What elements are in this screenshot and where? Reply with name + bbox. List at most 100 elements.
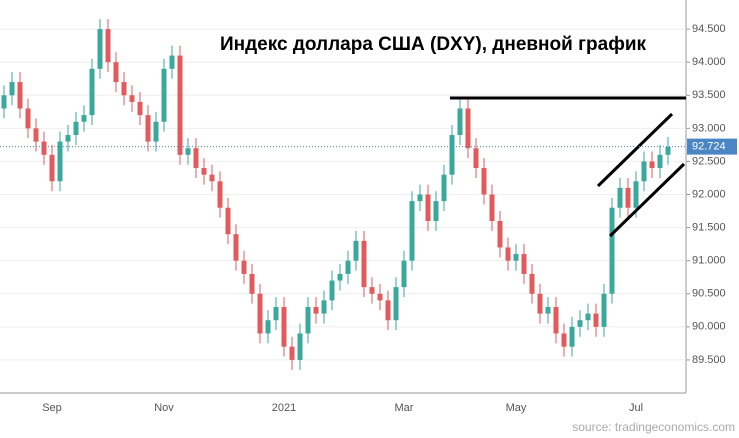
candle-body — [49, 154, 55, 182]
chart-title: Индекс доллара США (DXY), дневной график — [220, 34, 647, 55]
candle-body — [449, 134, 455, 175]
candle-body — [81, 115, 87, 122]
y-tick-label: 93.000 — [692, 122, 726, 134]
y-tick-label: 91.000 — [692, 255, 726, 267]
candle-body — [121, 82, 127, 96]
candle-body — [25, 108, 31, 129]
candle-body — [497, 220, 503, 248]
candle-body — [17, 82, 23, 109]
candle-body — [489, 194, 495, 221]
candle-body — [537, 293, 543, 314]
x-tick-label: Jul — [629, 402, 643, 414]
y-tick-label: 92.000 — [692, 188, 726, 200]
channel-lower — [608, 162, 686, 238]
candle-body — [457, 108, 463, 135]
candle-body — [529, 273, 535, 294]
candle-body — [385, 300, 391, 321]
candle-body — [41, 141, 47, 155]
candle-body — [369, 287, 375, 294]
candle-body — [233, 234, 239, 261]
candle-body — [177, 55, 183, 155]
candle-body — [577, 320, 583, 327]
candle-body — [401, 260, 407, 288]
candle-body — [305, 306, 311, 334]
candle-body — [321, 300, 327, 314]
candle-body — [585, 313, 591, 321]
candle-body — [601, 293, 607, 327]
candle-body — [105, 29, 111, 63]
x-tick-label: Nov — [154, 402, 174, 414]
candle-body — [65, 134, 71, 142]
candle-body — [633, 181, 639, 208]
y-tick-label: 94.000 — [692, 56, 726, 68]
y-tick-label: 89.500 — [692, 354, 726, 366]
candle-body — [433, 201, 439, 221]
candle-body — [257, 293, 263, 334]
candle-body — [473, 148, 479, 169]
candle-body — [33, 128, 39, 142]
candle-body — [465, 108, 471, 149]
candle-body — [273, 306, 279, 321]
candle-body — [73, 121, 79, 135]
candle-body — [9, 82, 15, 96]
candle-body — [185, 148, 191, 155]
candle-body — [129, 95, 135, 102]
candle-body — [265, 320, 271, 334]
candle-body — [425, 194, 431, 221]
candle-body — [153, 121, 159, 142]
x-tick-label: 2021 — [272, 402, 296, 414]
candle-body — [281, 306, 287, 347]
candle-body — [609, 207, 615, 294]
candle-body — [97, 29, 103, 69]
candle-body — [1, 95, 7, 109]
candle-body — [641, 161, 647, 182]
candle-body — [353, 240, 359, 261]
candle-body — [113, 62, 119, 83]
y-tick-label: 94.500 — [692, 23, 726, 35]
candle-body — [313, 306, 319, 314]
candle-body — [513, 254, 519, 261]
candle-body — [297, 333, 303, 360]
candle-body — [649, 161, 655, 169]
last-price-box — [687, 138, 737, 155]
candle-body — [137, 101, 143, 116]
candle-body — [329, 280, 335, 301]
candle-body — [505, 247, 511, 261]
candle-body — [417, 194, 423, 202]
x-tick-label: Sep — [42, 402, 62, 414]
candle-body — [617, 187, 623, 208]
candle-body — [665, 146, 671, 155]
candle-body — [193, 148, 199, 169]
candle-body — [225, 207, 231, 235]
candle-body — [657, 154, 663, 169]
candle-body — [145, 115, 151, 142]
candle-body — [89, 68, 95, 116]
x-tick-label: Mar — [395, 402, 414, 414]
channel-upper — [596, 112, 674, 188]
candle-body — [345, 260, 351, 274]
last-price-label: 92.724 — [692, 141, 726, 153]
candle-body — [521, 254, 527, 274]
candle-body — [593, 313, 599, 327]
candle-body — [289, 346, 295, 360]
candle-body — [249, 273, 255, 294]
source: source: tradingeconomics.com — [572, 420, 735, 434]
candle-body — [241, 260, 247, 274]
candle-body — [201, 168, 207, 175]
candle-body — [441, 174, 447, 202]
candle-body — [217, 181, 223, 208]
candle-body — [409, 201, 415, 261]
candle-body — [569, 326, 575, 347]
candle-body — [161, 68, 167, 122]
y-tick-label: 93.500 — [692, 89, 726, 101]
candle-body — [209, 174, 215, 182]
candle-body — [337, 273, 343, 281]
candle-body — [481, 168, 487, 195]
candle-body — [361, 240, 367, 288]
candle-body — [561, 333, 567, 347]
x-tick-label: May — [506, 402, 527, 414]
candle-body — [393, 287, 399, 321]
candle-body — [169, 55, 175, 69]
y-tick-label: 91.500 — [692, 222, 726, 234]
